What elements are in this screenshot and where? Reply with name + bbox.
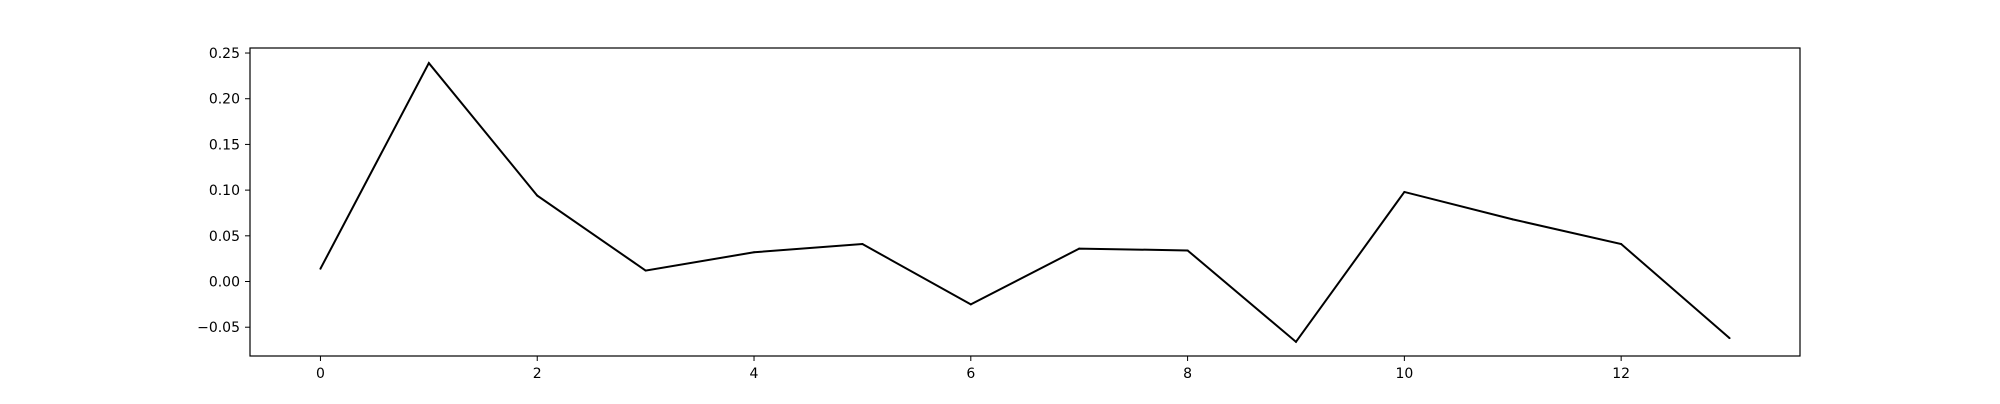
x-tick-label: 8 [1183,366,1192,382]
data-point [1294,340,1297,343]
data-point [1078,247,1081,250]
data-point [753,251,756,254]
y-tick-label: 0.05 [209,229,240,245]
y-axis: −0.05 0.00 0.05 0.10 0.15 0.20 0.25 [197,46,250,336]
y-tick-label: 0.15 [209,137,240,153]
data-point [1728,337,1731,340]
y-tick-label: −0.05 [197,320,240,336]
y-tick-label: 0.10 [209,183,240,199]
data-point [969,303,972,306]
data-point [644,269,647,272]
y-tick-label: 0.20 [209,92,240,108]
x-tick-label: 0 [316,366,325,382]
data-point [1511,218,1514,221]
plot-frame [249,47,1801,357]
x-tick-label: 4 [750,366,759,382]
x-tick-label: 12 [1612,366,1630,382]
series-group [319,61,1731,344]
data-point [1186,249,1189,252]
data-point [861,243,864,246]
x-axis: 0 2 4 6 8 10 12 [316,356,1630,382]
x-tick-label: 2 [533,366,542,382]
data-point [1620,243,1623,246]
x-tick-label: 6 [966,366,975,382]
y-tick-label: 0.25 [209,46,240,62]
data-point [536,194,539,197]
y-tick-label: 0.00 [209,275,240,291]
data-point [1403,190,1406,193]
data-point [319,267,322,270]
series-line [319,61,1731,344]
plot-area [249,47,1801,357]
data-point [427,62,430,65]
x-tick-label: 10 [1395,366,1413,382]
